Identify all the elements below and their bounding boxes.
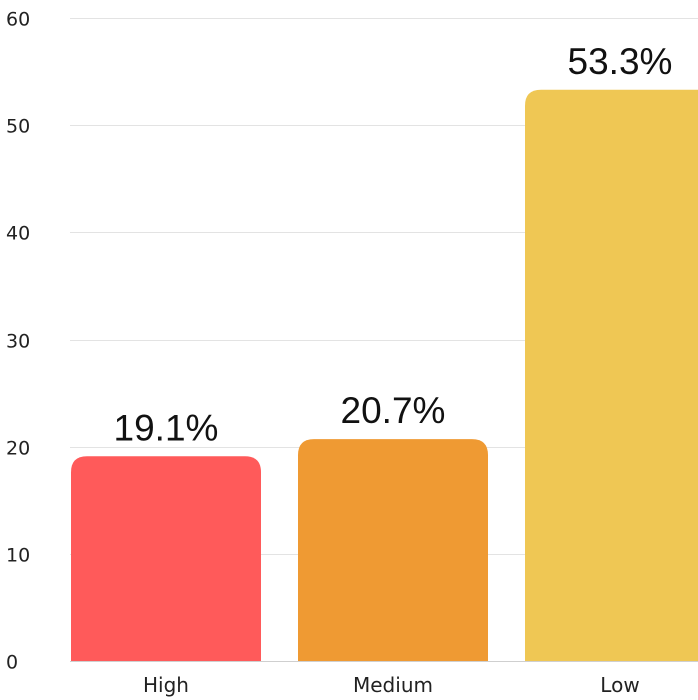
data-label-high: 19.1% [114,407,219,448]
y-tick-label: 10 [6,545,30,567]
x-axis-category-labels: High Medium Low [143,673,640,697]
category-label-medium: Medium [353,673,433,697]
y-axis-tick-labels: 0 10 20 30 40 50 60 [6,9,30,674]
data-labels: 19.1% 20.7% 53.3% [114,41,673,449]
category-label-high: High [143,673,189,697]
bars [71,89,698,661]
bar-low [525,89,698,661]
data-label-medium: 20.7% [341,390,446,431]
y-tick-label: 60 [6,9,30,31]
bar-high [71,456,261,661]
y-tick-label: 30 [6,331,30,353]
y-tick-label: 0 [6,652,18,674]
y-tick-label: 50 [6,116,30,138]
y-tick-label: 20 [6,438,30,460]
category-label-low: Low [600,673,639,697]
data-label-low: 53.3% [568,41,673,82]
bar-medium [298,439,488,661]
y-tick-label: 40 [6,223,30,245]
